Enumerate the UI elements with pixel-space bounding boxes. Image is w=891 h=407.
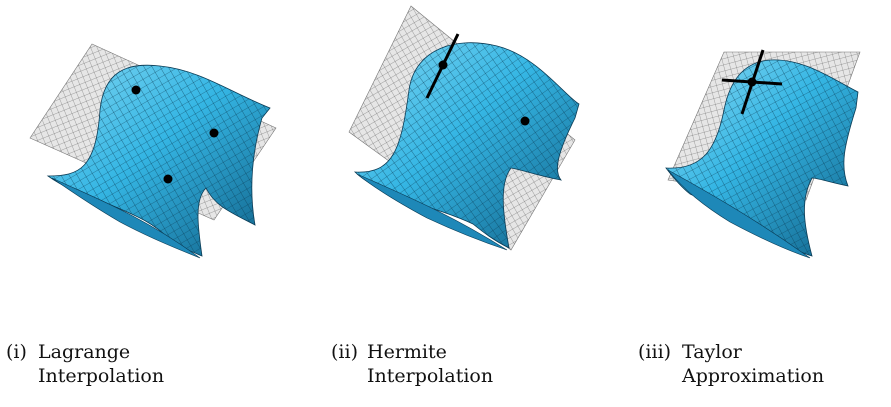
- interpolation-point: [438, 60, 448, 70]
- panel-hermite: (ii) Hermite Interpolation: [297, 0, 594, 407]
- expansion-point: [747, 77, 757, 87]
- panel-lagrange: (i) Lagrange Interpolation: [0, 0, 297, 407]
- caption-label: (iii): [638, 341, 672, 363]
- interpolation-point: [209, 128, 219, 138]
- hermite-surface-figure: [348, 5, 580, 251]
- caption-label: (ii): [331, 341, 358, 363]
- caption-title-line2: Approximation: [682, 365, 825, 387]
- caption-title-line1: Lagrange: [38, 341, 131, 363]
- taylor-surface-figure: [665, 49, 861, 259]
- interpolation-point: [520, 116, 530, 126]
- caption-label: (i): [6, 341, 27, 363]
- panel-taylor: (iii) Taylor Approximation: [594, 0, 891, 407]
- interpolation-point: [163, 174, 173, 184]
- caption-title-line1: Taylor: [682, 341, 742, 363]
- caption-title-line2: Interpolation: [38, 365, 165, 387]
- interpolation-point: [131, 85, 141, 95]
- caption-title-line2: Interpolation: [367, 365, 494, 387]
- lagrange-surface-figure: [29, 43, 277, 259]
- caption-title-line1: Hermite: [367, 341, 447, 363]
